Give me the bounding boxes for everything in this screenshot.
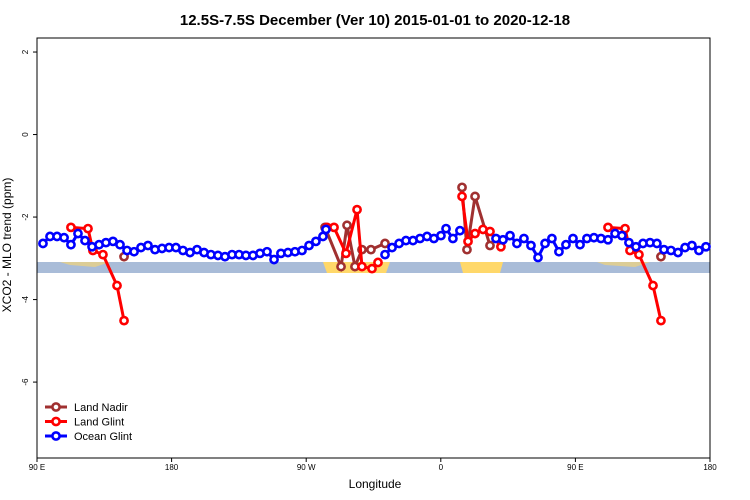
data-point <box>329 222 339 233</box>
legend-marker <box>51 416 61 427</box>
data-point <box>129 246 139 257</box>
data-point <box>380 238 390 249</box>
land-band <box>460 262 503 273</box>
x-tick-label: 0 <box>439 463 444 472</box>
data-point <box>694 245 704 256</box>
x-tick-label: 90 W <box>297 463 316 472</box>
x-axis-label: Longitude <box>349 477 402 491</box>
data-point <box>561 239 571 250</box>
data-point <box>80 235 90 246</box>
data-point <box>540 238 550 249</box>
legend-label: Land Nadir <box>74 402 128 414</box>
data-point <box>297 245 307 256</box>
data-point <box>436 230 446 241</box>
data-point <box>603 234 613 245</box>
data-point <box>533 252 543 263</box>
data-point <box>269 254 279 265</box>
data-point <box>575 239 585 250</box>
data-point <box>505 230 515 241</box>
data-point <box>701 241 711 252</box>
y-tick-label: 0 <box>21 132 30 137</box>
y-tick-label: -6 <box>21 378 30 386</box>
data-point <box>463 236 473 247</box>
data-point <box>357 261 367 272</box>
chart-title: 12.5S-7.5S December (Ver 10) 2015-01-01 … <box>180 12 570 29</box>
data-point <box>624 237 634 248</box>
data-point <box>673 247 683 258</box>
x-tick-label: 180 <box>165 463 179 472</box>
data-point <box>498 234 508 245</box>
data-point <box>448 233 458 244</box>
data-point <box>462 244 472 255</box>
y-tick-label: -2 <box>21 213 30 221</box>
data-point <box>311 236 321 247</box>
data-point <box>66 239 76 250</box>
y-tick-label: 2 <box>21 49 30 54</box>
data-point <box>485 240 495 251</box>
data-point <box>98 249 108 260</box>
data-point <box>656 315 666 326</box>
data-point <box>457 182 467 193</box>
data-point <box>485 226 495 237</box>
data-point <box>568 233 578 244</box>
data-point <box>526 240 536 251</box>
data-point <box>336 261 346 272</box>
data-point <box>112 280 122 291</box>
x-tick-label: 90 E <box>29 463 45 472</box>
data-point <box>119 315 129 326</box>
y-tick-label: -4 <box>21 295 30 303</box>
series-line <box>70 196 663 321</box>
data-point <box>66 222 76 233</box>
data-point <box>387 242 397 253</box>
legend-label: Ocean Glint <box>74 431 132 443</box>
data-point <box>304 240 314 251</box>
data-point <box>321 224 331 235</box>
data-point <box>366 244 376 255</box>
data-point <box>73 228 83 239</box>
data-point <box>83 223 93 234</box>
land-band <box>60 262 110 267</box>
data-point <box>38 238 48 249</box>
data-point <box>603 222 613 233</box>
data-point <box>342 220 352 231</box>
data-point <box>455 225 465 236</box>
data-point <box>367 263 377 274</box>
land-band <box>597 262 650 267</box>
data-point <box>352 204 362 215</box>
data-point <box>470 228 480 239</box>
legend-marker <box>51 402 61 412</box>
data-point <box>687 240 697 251</box>
data-point <box>262 246 272 257</box>
data-point <box>652 238 662 249</box>
data-point <box>648 280 658 291</box>
data-point <box>547 233 557 244</box>
data-point <box>519 233 529 244</box>
data-point <box>617 230 627 241</box>
data-point <box>380 249 390 260</box>
data-point <box>143 240 153 251</box>
y-axis-label: XCO2 - MLO trend (ppm) <box>0 178 14 313</box>
data-point <box>441 223 451 234</box>
data-point <box>341 248 351 259</box>
legend-marker <box>51 431 61 441</box>
legend-label: Land Glint <box>74 417 124 429</box>
data-point <box>59 232 69 243</box>
data-point <box>115 239 125 250</box>
data-point <box>457 191 467 202</box>
data-point <box>634 249 644 260</box>
x-tick-label: 180 <box>703 463 717 472</box>
x-tick-label: 90 E <box>567 463 583 472</box>
data-point <box>470 191 480 202</box>
data-point <box>373 257 383 268</box>
data-point <box>554 246 564 257</box>
data-point <box>512 238 522 249</box>
